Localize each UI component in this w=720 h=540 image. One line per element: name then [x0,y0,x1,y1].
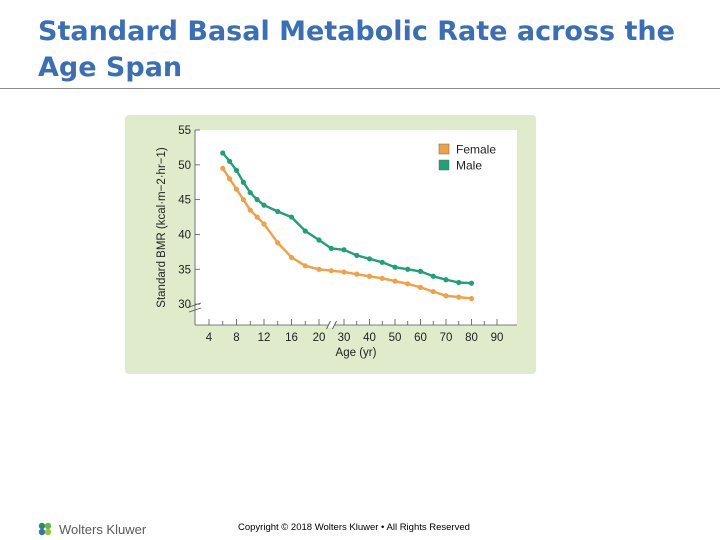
x-axis-ticks: 4 8 12 16 20 30 40 50 60 70 80 90 [206,319,504,344]
data-point-female [316,266,322,272]
data-point-male [220,150,226,156]
chart-panel: 30 35 40 45 50 55 4 8 12 16 20 30 40 50 60 70 80 90 Fema… [125,115,536,374]
data-point-male [379,259,385,265]
data-point-male [354,252,360,258]
chart-legend: Female Male [438,143,496,173]
data-point-male [328,245,334,251]
title-divider [0,88,720,89]
data-point-male [254,197,260,203]
data-point-male [275,208,281,215]
data-point-female [302,263,308,269]
data-point-male [227,158,233,164]
y-axis-label: Standard BMR (kcal·m−2·hr−1) [156,147,168,308]
data-point-female [247,207,253,213]
x-tick-label: 50 [389,332,402,344]
data-point-male [392,264,398,270]
data-point-female [254,214,260,220]
data-point-female [240,197,246,203]
data-point-male [247,190,253,196]
footer-logo: Wolters Kluwer [36,519,146,539]
data-point-male [233,167,240,173]
data-point-male [302,228,308,234]
data-point-female [366,273,373,279]
footer-logo-text: Wolters Kluwer [59,521,147,537]
plot-background [195,130,517,325]
data-point-female [233,186,240,192]
y-tick-label: 35 [178,264,191,276]
data-point-male [240,179,246,185]
x-tick-label: 20 [313,332,326,344]
y-axis-ticks: 30 35 40 45 50 55 [178,125,200,311]
data-point-female [220,165,226,171]
chart-axes [188,130,517,330]
data-point-female [456,294,462,300]
bmr-line-chart: 30 35 40 45 50 55 4 8 12 16 20 30 40 50 60 70 80 90 Fema… [156,125,517,359]
series-male [220,150,475,286]
data-point-female [392,278,398,284]
x-tick-label: 40 [363,332,376,344]
x-tick-label: 80 [465,332,478,344]
x-tick-label: 12 [258,332,271,344]
data-point-female [417,284,424,290]
data-point-male [456,279,462,286]
data-point-male [430,273,436,279]
data-point-female [261,221,267,227]
legend-label-male: Male [456,159,482,173]
data-point-female [405,281,411,287]
y-axis-break-mark [188,302,202,313]
footer-copyright: Copyright © 2018 Wolters Kluwer • All Ri… [238,522,470,533]
data-point-male [288,214,295,220]
data-point-male [341,247,347,253]
x-tick-label: 4 [206,332,213,344]
data-point-male [316,237,322,243]
data-point-female [328,268,334,274]
data-point-female [430,288,436,295]
series-layer [220,150,475,302]
data-point-female [468,295,475,302]
data-point-male [417,268,424,274]
data-point-female [227,176,233,182]
data-point-female [354,271,360,277]
slide-title: Standard Basal Metabolic Rate across the… [38,16,675,83]
data-point-male [261,202,267,208]
x-tick-label: 70 [440,332,453,344]
data-point-female [341,269,347,275]
legend-swatch-female [438,143,450,155]
data-point-female [275,240,281,246]
y-tick-label: 30 [178,299,191,311]
data-point-male [443,277,449,283]
y-tick-label: 50 [178,160,191,172]
x-tick-label: 60 [414,332,427,344]
legend-swatch-male [438,159,450,171]
y-tick-label: 45 [178,195,191,207]
x-tick-label: 16 [285,332,298,344]
data-point-female [288,254,295,261]
x-axis-break-mark [326,320,337,330]
x-tick-label: 8 [233,332,239,344]
data-point-female [379,275,385,281]
legend-label-female: Female [456,143,496,157]
wolters-kluwer-logo-mark-icon [38,522,52,536]
x-tick-label: 30 [338,332,351,344]
x-axis-break-gap [328,322,335,328]
y-tick-label: 55 [178,125,191,137]
data-point-female [443,293,449,299]
x-tick-label: 90 [491,332,504,344]
data-point-male [468,280,475,286]
series-female [220,165,475,302]
data-point-male [366,256,373,262]
y-tick-label: 40 [178,229,191,241]
x-axis-label: Age (yr) [336,347,377,359]
data-point-male [405,266,411,272]
